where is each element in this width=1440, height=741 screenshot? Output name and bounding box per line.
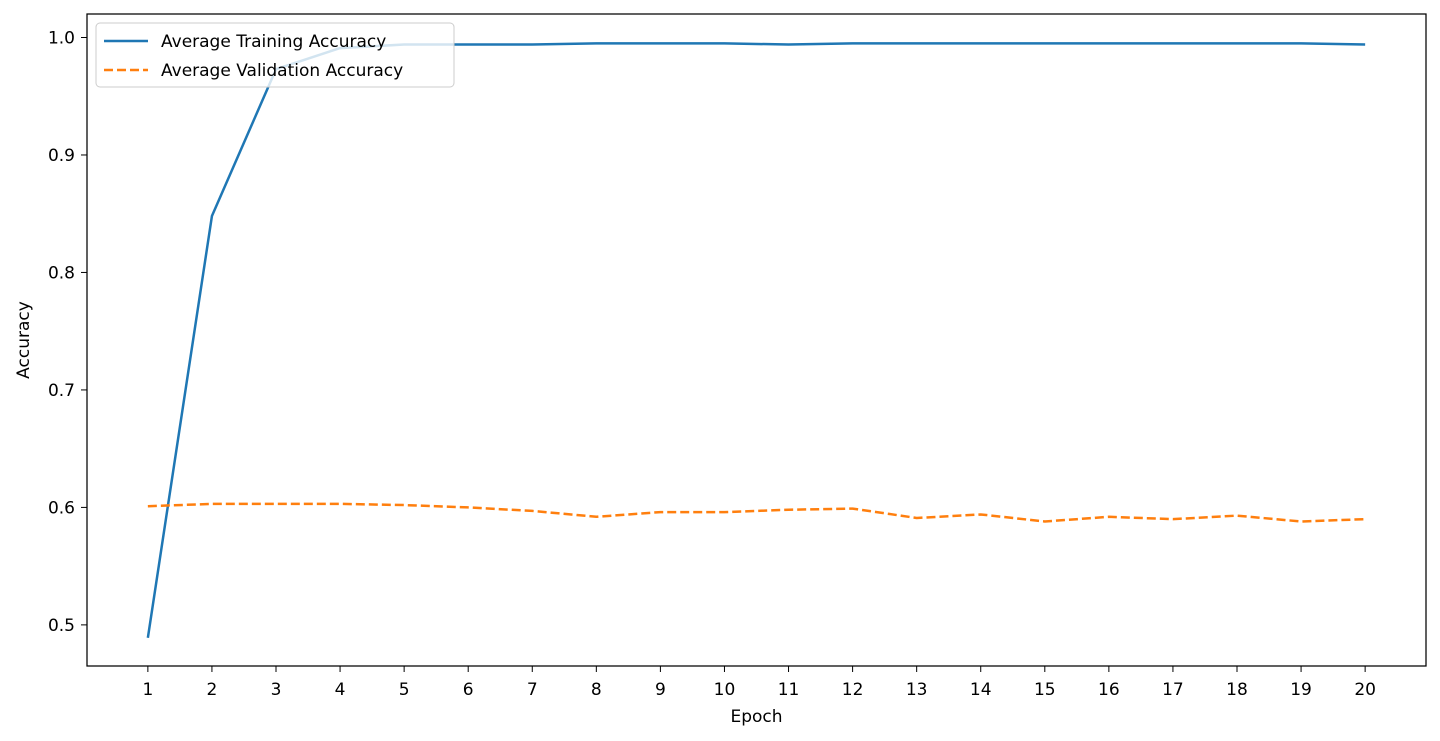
x-tick-label: 15 (1034, 680, 1056, 700)
legend-label-validation: Average Validation Accuracy (161, 61, 403, 81)
x-tick-label: 7 (527, 680, 538, 700)
x-tick-label: 4 (335, 680, 346, 700)
x-tick-label: 18 (1226, 680, 1248, 700)
x-tick-label: 17 (1162, 680, 1184, 700)
x-tick-label: 20 (1354, 680, 1376, 700)
x-tick-label: 14 (970, 680, 992, 700)
legend: Average Training Accuracy Average Valida… (95, 22, 455, 88)
x-tick-label: 5 (399, 680, 410, 700)
y-tick-label: 1.0 (48, 28, 75, 48)
x-tick-label: 6 (463, 680, 474, 700)
y-tick-label: 0.8 (48, 263, 75, 283)
legend-label-training: Average Training Accuracy (161, 32, 386, 52)
x-axis-label: Epoch (730, 707, 782, 727)
x-tick-label: 19 (1290, 680, 1312, 700)
legend-box (95, 22, 455, 88)
x-axis: 1 2 3 4 5 6 7 8 9 10 11 12 13 14 15 16 17 18 19 20 (142, 666, 1376, 700)
x-tick-label: 16 (1098, 680, 1120, 700)
y-axis-label: Accuracy (14, 301, 34, 379)
y-tick-label: 0.5 (48, 616, 75, 636)
x-tick-label: 1 (142, 680, 153, 700)
x-tick-label: 3 (271, 680, 282, 700)
plot-frame (86, 13, 1427, 667)
series-line-1 (147, 502, 1366, 523)
x-tick-label: 8 (591, 680, 602, 700)
x-tick-label: 12 (842, 680, 864, 700)
x-tick-label: 9 (655, 680, 666, 700)
x-tick-label: 10 (714, 680, 736, 700)
y-axis: 0.5 0.6 0.7 0.8 0.9 1.0 (48, 28, 87, 636)
y-tick-label: 0.6 (48, 498, 75, 518)
x-tick-label: 2 (207, 680, 218, 700)
x-tick-label: 11 (778, 680, 800, 700)
x-tick-label: 13 (906, 680, 928, 700)
y-tick-label: 0.9 (48, 146, 75, 166)
y-tick-label: 0.7 (48, 381, 75, 401)
